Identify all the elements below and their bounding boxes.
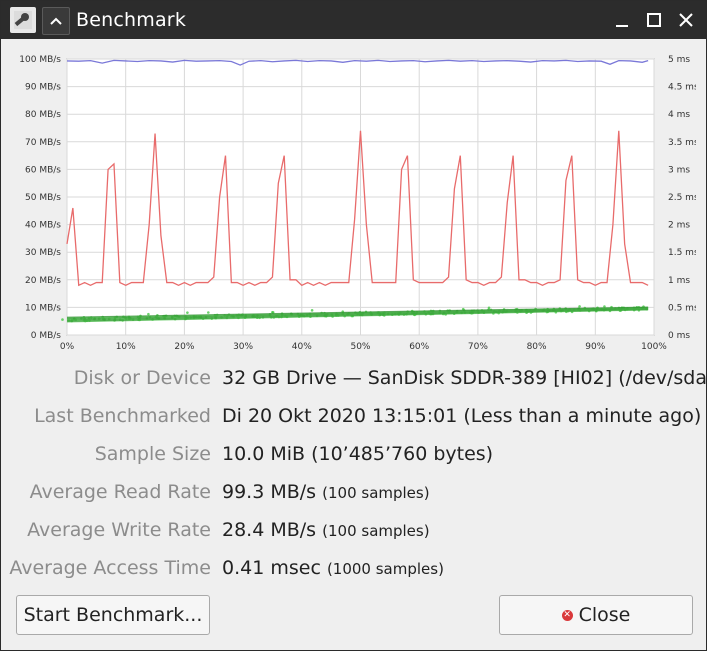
x-tick-label: 90% [585, 342, 605, 352]
start-benchmark-button[interactable]: Start Benchmark... [16, 595, 210, 635]
benchmark-chart-svg: 0% 10% 20% 30% 40% 50% 60% 70% 80% 90% 100% 0 MB/s 1… [19, 55, 699, 352]
y-right-tick-label: 0.5 ms [668, 303, 696, 313]
close-button-label: Close [578, 604, 631, 626]
stat-note: (100 samples) [322, 484, 430, 502]
x-tick-label: 80% [527, 342, 547, 352]
x-tick-label: 100% [641, 342, 667, 352]
close-icon[interactable] [673, 7, 699, 33]
stat-row-access-time: Average Access Time 0.41 msec (1000 samp… [1, 557, 707, 587]
start-benchmark-label: Start Benchmark... [23, 604, 203, 626]
stat-value-group: 28.4 MB/s (100 samples) [222, 519, 430, 541]
access-time-point [578, 305, 581, 308]
stat-value-group: 0.41 msec (1000 samples) [222, 557, 444, 579]
y-right-tick-label: 4.5 ms [668, 83, 696, 93]
window-title: Benchmark [76, 9, 187, 31]
y-right-tick-label: 1 ms [668, 276, 690, 286]
stat-note: (100 samples) [322, 522, 430, 540]
y-left-tick-label: 90 MB/s [25, 83, 61, 93]
x-tick-label: 60% [409, 342, 429, 352]
stat-row-read-rate: Average Read Rate 99.3 MB/s (100 samples… [1, 481, 707, 511]
x-tick-label: 30% [233, 342, 253, 352]
read-rate-line [66, 59, 649, 66]
close-circle-icon: ✕ [561, 609, 573, 621]
stat-label: Average Access Time [9, 557, 211, 579]
stat-note: (1000 samples) [326, 560, 444, 578]
x-tick-label: 70% [468, 342, 488, 352]
x-tick-label: 20% [174, 342, 194, 352]
benchmark-chart: 0% 10% 20% 30% 40% 50% 60% 70% 80% 90% 100% 0 MB/s 1… [12, 46, 699, 356]
y-left-tick-label: 50 MB/s [25, 193, 61, 203]
minimize-icon[interactable] [609, 7, 635, 33]
access-time-point [310, 309, 314, 312]
y-left-tick-label: 10 MB/s [25, 303, 61, 313]
access-time-point [61, 318, 64, 321]
disks-wrench-icon[interactable] [10, 7, 36, 33]
y-left-tick-label: 60 MB/s [25, 165, 61, 175]
stat-value: 10.0 MiB (10’485’760 bytes) [222, 443, 494, 465]
y-left-tick-label: 70 MB/s [25, 138, 61, 148]
stat-row-last-benchmarked: Last Benchmarked Di 20 Okt 2020 13:15:01… [1, 405, 707, 435]
stat-row-sample-size: Sample Size 10.0 MiB (10’485’760 bytes) [1, 443, 707, 473]
access-time-point [271, 311, 274, 314]
access-time-point [186, 311, 189, 314]
y-right-tick-label: 3.5 ms [668, 138, 696, 148]
stat-label: Average Read Rate [29, 481, 211, 503]
y-left-tick-label: 100 MB/s [19, 55, 61, 65]
access-time-point [487, 306, 491, 310]
y-left-tick-label: 20 MB/s [25, 276, 61, 286]
y-right-tick-label: 2.5 ms [668, 193, 696, 203]
y-right-tick-label: 2 ms [668, 221, 690, 231]
access-time-point [207, 311, 210, 314]
y-right-tick-label: 5 ms [668, 55, 690, 65]
stat-value-group: 99.3 MB/s (100 samples) [222, 481, 430, 503]
y-left-tick-label: 30 MB/s [25, 248, 61, 258]
stat-value: Di 20 Okt 2020 13:15:01 (Less than a min… [222, 405, 702, 427]
stat-label: Last Benchmarked [34, 405, 211, 427]
x-tick-label: 10% [116, 342, 136, 352]
stat-value: 32 GB Drive — SanDisk SDDR-389 [HI02] (/… [222, 367, 707, 389]
access-time-point [603, 305, 606, 308]
maximize-icon[interactable] [641, 7, 667, 33]
x-tick-label: 50% [350, 342, 370, 352]
access-time-point [147, 312, 150, 316]
y-left-tick-label: 0 MB/s [31, 331, 62, 341]
y-left-tick-label: 80 MB/s [25, 110, 61, 120]
close-button[interactable]: ✕ Close [499, 595, 693, 635]
y-left-tick-label: 40 MB/s [25, 221, 61, 231]
stat-row-device: Disk or Device 32 GB Drive — SanDisk SDD… [1, 367, 707, 397]
title-bar: Benchmark [1, 1, 706, 39]
stat-row-write-rate: Average Write Rate 28.4 MB/s (100 sample… [1, 519, 707, 549]
y-right-tick-label: 3 ms [668, 165, 690, 175]
stat-label: Sample Size [94, 443, 211, 465]
x-tick-label: 0% [60, 342, 75, 352]
access-time-band [66, 306, 649, 318]
chevron-up-icon[interactable] [42, 7, 70, 35]
stat-value: 99.3 MB/s [222, 481, 317, 503]
y-right-tick-label: 4 ms [668, 110, 690, 120]
stat-value: 28.4 MB/s [222, 519, 317, 541]
stat-label: Disk or Device [73, 367, 211, 389]
stat-label: Average Write Rate [27, 519, 211, 541]
x-tick-label: 40% [292, 342, 312, 352]
stat-value: 0.41 msec [222, 557, 321, 579]
write-rate-line [66, 130, 649, 287]
y-right-tick-label: 1.5 ms [668, 248, 696, 258]
y-right-tick-label: 0 ms [668, 331, 690, 341]
